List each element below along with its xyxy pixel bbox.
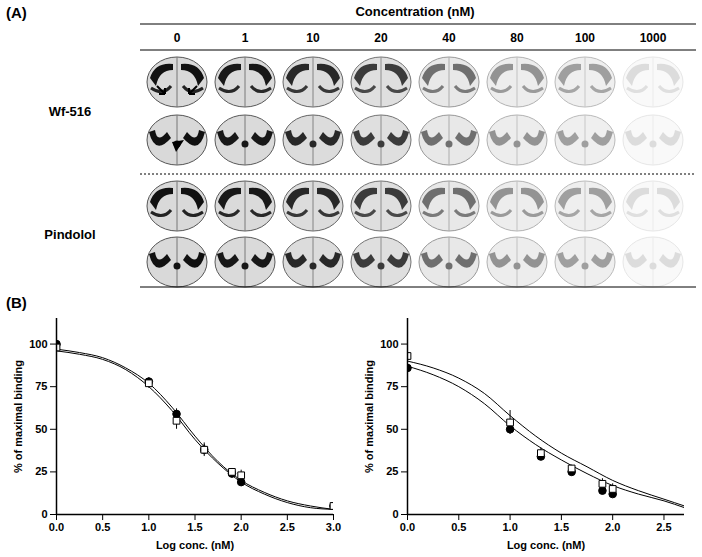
svg-text:0.5: 0.5 [451, 521, 466, 533]
svg-text:Pindolol: Pindolol [44, 227, 95, 242]
svg-text:2.5: 2.5 [280, 521, 295, 533]
svg-text:3.0: 3.0 [326, 521, 341, 533]
svg-text:10: 10 [306, 31, 320, 45]
svg-text:1: 1 [242, 31, 249, 45]
svg-text:100: 100 [29, 338, 47, 350]
svg-text:50: 50 [35, 423, 47, 435]
svg-text:75: 75 [386, 380, 398, 392]
svg-text:Log conc. (nM): Log conc. (nM) [507, 539, 586, 551]
svg-text:1.5: 1.5 [187, 521, 202, 533]
svg-text:(A): (A) [6, 4, 27, 21]
svg-text:20: 20 [374, 31, 388, 45]
svg-text:25: 25 [386, 465, 398, 477]
svg-text:Wf-516: Wf-516 [49, 104, 92, 119]
svg-text:0: 0 [174, 31, 181, 45]
svg-text:% of maximal binding: % of maximal binding [363, 360, 375, 473]
svg-text:1000: 1000 [640, 31, 667, 45]
svg-text:0.0: 0.0 [49, 521, 64, 533]
svg-text:2.0: 2.0 [605, 521, 620, 533]
svg-text:0.5: 0.5 [95, 521, 110, 533]
html-text:(B): (B) [6, 294, 27, 311]
svg-text:0: 0 [41, 508, 47, 520]
svg-text:1.0: 1.0 [141, 521, 156, 533]
svg-text:Concentration (nM): Concentration (nM) [355, 4, 474, 19]
svg-text:25: 25 [35, 465, 47, 477]
svg-text:1.5: 1.5 [554, 521, 569, 533]
svg-text:% of maximal binding: % of maximal binding [12, 360, 24, 473]
svg-text:0: 0 [392, 508, 398, 520]
svg-text:75: 75 [35, 380, 47, 392]
svg-text:80: 80 [510, 31, 524, 45]
svg-text:40: 40 [442, 31, 456, 45]
svg-text:100: 100 [575, 31, 595, 45]
svg-text:100: 100 [380, 338, 398, 350]
svg-text:0.0: 0.0 [400, 521, 415, 533]
svg-text:Log conc. (nM): Log conc. (nM) [156, 539, 235, 551]
svg-text:50: 50 [386, 423, 398, 435]
svg-text:2.0: 2.0 [234, 521, 249, 533]
svg-text:2.5: 2.5 [656, 521, 671, 533]
svg-text:1.0: 1.0 [502, 521, 517, 533]
